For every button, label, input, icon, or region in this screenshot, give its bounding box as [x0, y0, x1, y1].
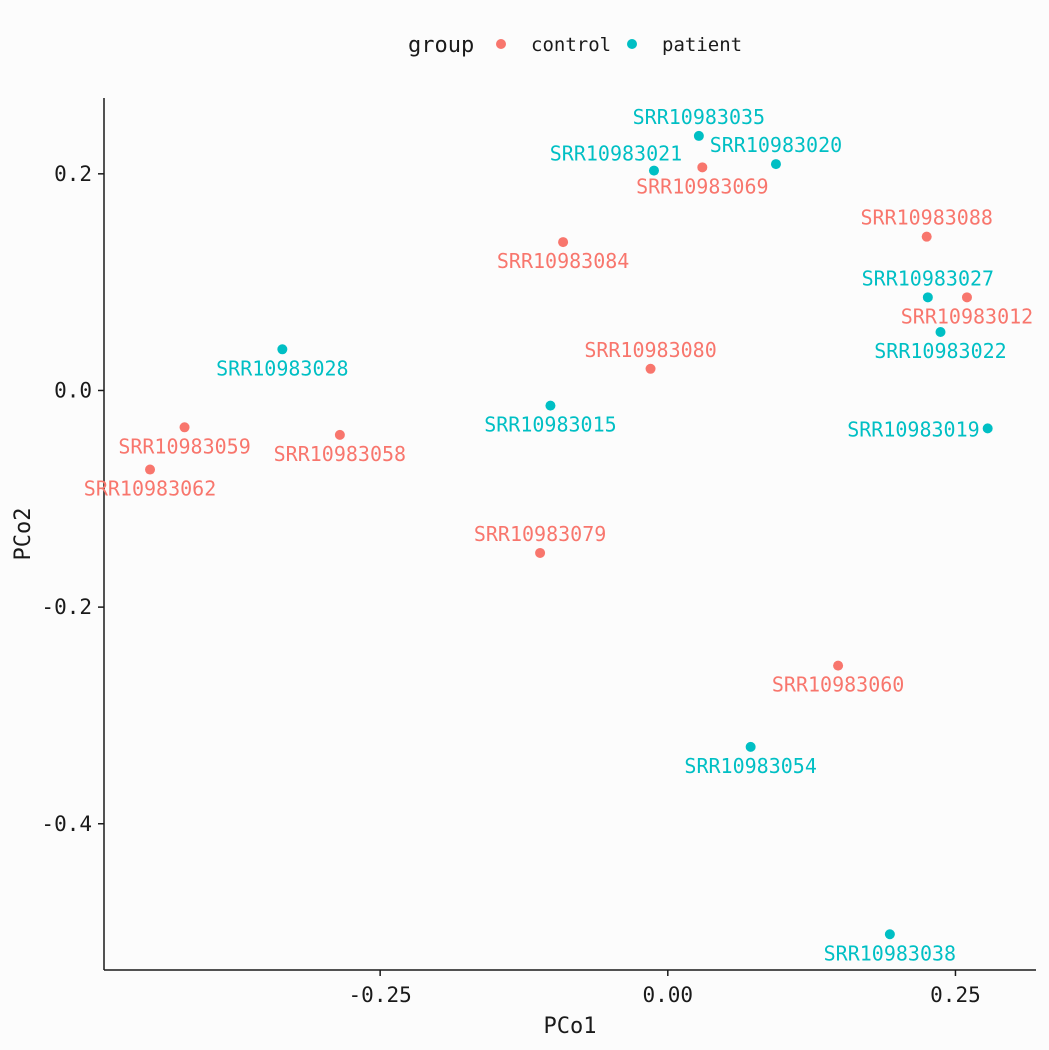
- y-axis-title: PCo2: [11, 508, 36, 561]
- data-point-patient: [745, 741, 756, 752]
- data-point-patient: [693, 130, 704, 141]
- data-point-patient: [277, 344, 288, 355]
- point-labels: SRR10983069 SRR10983088 SRR10983084 SRR1098…: [84, 105, 1033, 965]
- data-point-control: [645, 363, 656, 374]
- point-label-patient: SRR10983015: [484, 413, 616, 437]
- point-label-control: SRR10983084: [497, 249, 629, 273]
- data-point-patient: [982, 423, 993, 434]
- data-point-control: [961, 292, 972, 303]
- data-point-control: [833, 660, 844, 671]
- legend-label-control: control: [531, 34, 611, 56]
- data-point-control: [145, 464, 156, 475]
- point-label-control: SRR10983079: [474, 522, 606, 546]
- y-axis-ticks: 0.2 0.0 -0.2 -0.4: [41, 162, 104, 836]
- legend: group control patient: [408, 33, 742, 58]
- legend-key-patient: [627, 39, 637, 49]
- point-label-control: SRR10983012: [901, 304, 1033, 328]
- point-label-control: SRR10983060: [772, 673, 904, 697]
- point-label-patient: SRR10983022: [874, 339, 1006, 363]
- point-label-patient: SRR10983028: [216, 356, 348, 380]
- data-point-control: [535, 547, 546, 558]
- data-point-patient: [648, 165, 659, 176]
- y-tick-label: -0.4: [41, 812, 92, 836]
- legend-key-control: [496, 39, 506, 49]
- y-tick-label: -0.2: [41, 595, 92, 619]
- data-point-patient: [935, 326, 946, 337]
- x-tick-label: 0.25: [930, 983, 981, 1007]
- point-label-control: SRR10983080: [584, 338, 716, 362]
- x-tick-label: -0.25: [349, 983, 412, 1007]
- data-point-control: [921, 231, 932, 242]
- point-label-control: SRR10983069: [636, 174, 768, 198]
- data-point-control: [697, 162, 708, 173]
- point-label-patient: SRR10983027: [862, 266, 994, 290]
- data-point-control: [558, 237, 569, 248]
- point-label-control: SRR10983062: [84, 477, 216, 501]
- y-tick-label: 0.2: [54, 162, 92, 186]
- x-axis-ticks: -0.25 0.00 0.25: [349, 970, 981, 1007]
- data-points: [145, 130, 993, 940]
- x-tick-label: 0.00: [643, 983, 694, 1007]
- point-label-patient: SRR10983038: [824, 941, 956, 965]
- data-point-control: [179, 422, 190, 433]
- legend-label-patient: patient: [662, 34, 742, 56]
- data-point-patient: [884, 929, 895, 940]
- point-label-patient: SRR10983035: [633, 105, 765, 129]
- data-point-patient: [922, 292, 933, 303]
- point-label-control: SRR10983058: [274, 442, 406, 466]
- point-label-patient: SRR10983021: [550, 142, 682, 166]
- point-label-patient: SRR10983019: [847, 417, 979, 441]
- point-label-patient: SRR10983054: [684, 754, 816, 778]
- data-point-patient: [770, 159, 781, 170]
- y-tick-label: 0.0: [54, 378, 92, 402]
- point-label-control: SRR10983059: [118, 434, 250, 458]
- x-axis-title: PCo1: [544, 1014, 597, 1039]
- point-label-control: SRR10983088: [860, 206, 992, 230]
- legend-title: group: [408, 33, 474, 58]
- data-point-patient: [545, 400, 556, 411]
- point-label-patient: SRR10983020: [710, 133, 842, 157]
- data-point-control: [334, 429, 345, 440]
